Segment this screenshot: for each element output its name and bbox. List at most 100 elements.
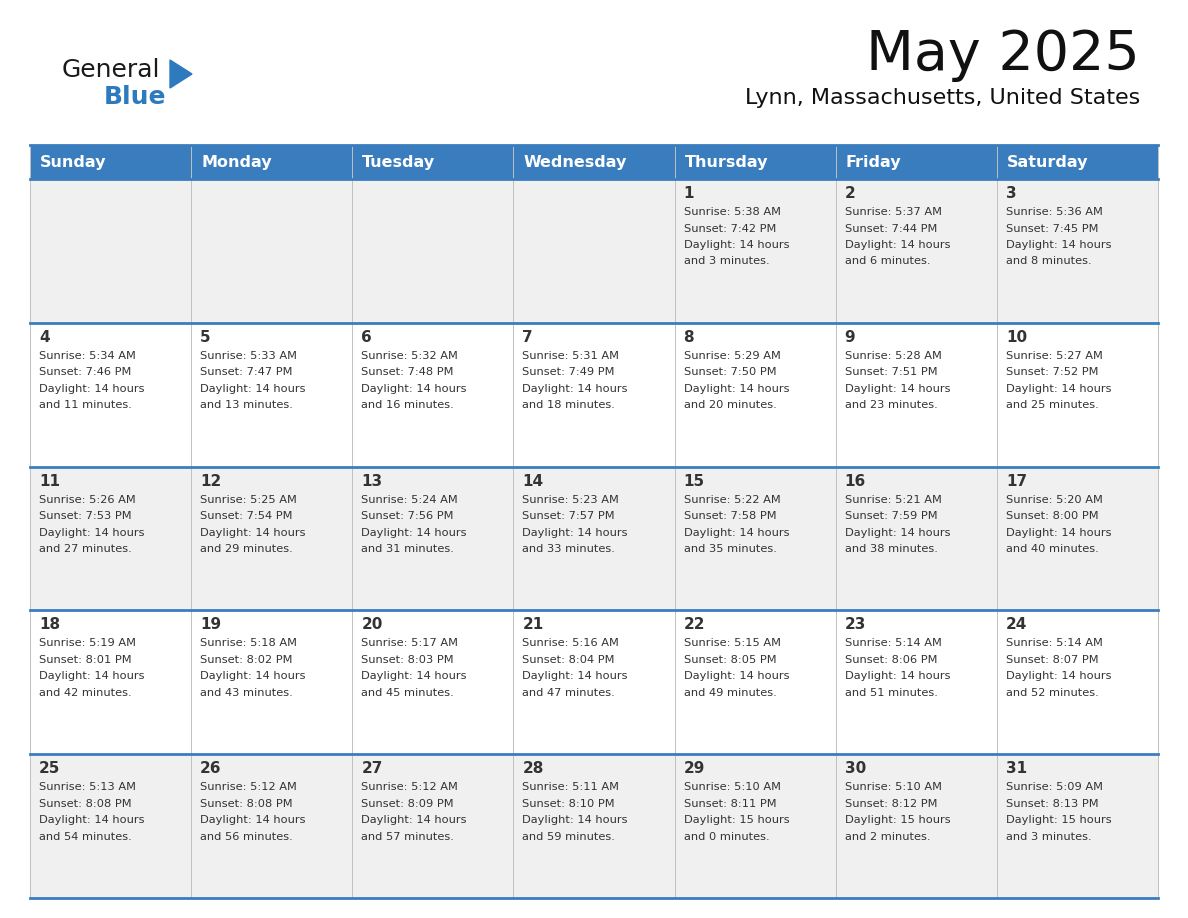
Text: Sunrise: 5:19 AM: Sunrise: 5:19 AM [39,638,135,648]
Text: and 38 minutes.: and 38 minutes. [845,544,937,554]
Text: and 35 minutes.: and 35 minutes. [683,544,777,554]
Text: 5: 5 [200,330,210,345]
Text: and 51 minutes.: and 51 minutes. [845,688,937,698]
Bar [30,610,1158,755]
Text: Sunrise: 5:10 AM: Sunrise: 5:10 AM [683,782,781,792]
Text: Daylight: 14 hours: Daylight: 14 hours [361,815,467,825]
Text: 4: 4 [39,330,50,345]
Text: Sunset: 7:54 PM: Sunset: 7:54 PM [200,511,292,521]
Text: Sunset: 7:46 PM: Sunset: 7:46 PM [39,367,132,377]
Text: Daylight: 14 hours: Daylight: 14 hours [845,528,950,538]
Text: Sunset: 7:48 PM: Sunset: 7:48 PM [361,367,454,377]
Text: Sunset: 8:13 PM: Sunset: 8:13 PM [1006,799,1099,809]
Text: Daylight: 14 hours: Daylight: 14 hours [200,671,305,681]
Text: General: General [62,58,160,82]
Text: Daylight: 14 hours: Daylight: 14 hours [683,528,789,538]
Text: 28: 28 [523,761,544,777]
Text: 23: 23 [845,618,866,633]
Text: Sunset: 7:44 PM: Sunset: 7:44 PM [845,223,937,233]
Text: Daylight: 14 hours: Daylight: 14 hours [523,384,628,394]
Text: Sunset: 7:56 PM: Sunset: 7:56 PM [361,511,454,521]
Text: 7: 7 [523,330,533,345]
Text: Sunrise: 5:09 AM: Sunrise: 5:09 AM [1006,782,1102,792]
Text: Sunset: 7:47 PM: Sunset: 7:47 PM [200,367,292,377]
Bar [30,145,1158,179]
Text: Sunrise: 5:12 AM: Sunrise: 5:12 AM [361,782,459,792]
Text: Sunrise: 5:12 AM: Sunrise: 5:12 AM [200,782,297,792]
Text: Daylight: 14 hours: Daylight: 14 hours [361,528,467,538]
Text: 22: 22 [683,618,704,633]
Text: and 47 minutes.: and 47 minutes. [523,688,615,698]
Text: Sunset: 7:50 PM: Sunset: 7:50 PM [683,367,776,377]
Text: 11: 11 [39,474,61,488]
Text: Sunset: 7:49 PM: Sunset: 7:49 PM [523,367,615,377]
Text: Sunset: 7:53 PM: Sunset: 7:53 PM [39,511,132,521]
Text: and 43 minutes.: and 43 minutes. [200,688,293,698]
Bar [30,755,1158,898]
Text: Daylight: 14 hours: Daylight: 14 hours [200,815,305,825]
Text: Sunrise: 5:17 AM: Sunrise: 5:17 AM [361,638,459,648]
Text: Sunset: 7:52 PM: Sunset: 7:52 PM [1006,367,1099,377]
Text: 21: 21 [523,618,544,633]
Text: 14: 14 [523,474,544,488]
Text: Daylight: 14 hours: Daylight: 14 hours [200,528,305,538]
Text: Sunset: 7:42 PM: Sunset: 7:42 PM [683,223,776,233]
Text: Sunrise: 5:21 AM: Sunrise: 5:21 AM [845,495,942,505]
Text: and 3 minutes.: and 3 minutes. [1006,832,1092,842]
Text: Sunset: 7:58 PM: Sunset: 7:58 PM [683,511,776,521]
Text: 16: 16 [845,474,866,488]
Text: Sunset: 8:09 PM: Sunset: 8:09 PM [361,799,454,809]
Text: 31: 31 [1006,761,1026,777]
Text: Sunrise: 5:22 AM: Sunrise: 5:22 AM [683,495,781,505]
Text: and 42 minutes.: and 42 minutes. [39,688,132,698]
Text: Daylight: 14 hours: Daylight: 14 hours [523,671,628,681]
Text: 29: 29 [683,761,704,777]
Text: and 3 minutes.: and 3 minutes. [683,256,769,266]
Text: and 59 minutes.: and 59 minutes. [523,832,615,842]
Text: Sunrise: 5:32 AM: Sunrise: 5:32 AM [361,351,459,361]
Text: and 31 minutes.: and 31 minutes. [361,544,454,554]
Text: Sunrise: 5:29 AM: Sunrise: 5:29 AM [683,351,781,361]
Text: Daylight: 14 hours: Daylight: 14 hours [1006,240,1111,250]
Text: 26: 26 [200,761,222,777]
Text: 1: 1 [683,186,694,201]
Text: Daylight: 14 hours: Daylight: 14 hours [523,528,628,538]
Text: Daylight: 14 hours: Daylight: 14 hours [200,384,305,394]
Text: 15: 15 [683,474,704,488]
Text: 19: 19 [200,618,221,633]
Text: and 45 minutes.: and 45 minutes. [361,688,454,698]
Text: Sunset: 8:01 PM: Sunset: 8:01 PM [39,655,132,665]
Text: Daylight: 14 hours: Daylight: 14 hours [683,384,789,394]
Text: Sunset: 8:04 PM: Sunset: 8:04 PM [523,655,615,665]
Text: Daylight: 14 hours: Daylight: 14 hours [39,815,145,825]
Text: 30: 30 [845,761,866,777]
Text: and 54 minutes.: and 54 minutes. [39,832,132,842]
Text: Sunset: 8:08 PM: Sunset: 8:08 PM [200,799,292,809]
Text: Sunrise: 5:37 AM: Sunrise: 5:37 AM [845,207,942,217]
Text: Sunrise: 5:14 AM: Sunrise: 5:14 AM [1006,638,1102,648]
Text: Daylight: 14 hours: Daylight: 14 hours [39,384,145,394]
Text: Sunrise: 5:14 AM: Sunrise: 5:14 AM [845,638,942,648]
Text: 6: 6 [361,330,372,345]
Text: 9: 9 [845,330,855,345]
Text: 10: 10 [1006,330,1026,345]
Text: Sunrise: 5:15 AM: Sunrise: 5:15 AM [683,638,781,648]
Text: 18: 18 [39,618,61,633]
Bar [30,323,1158,466]
Text: Daylight: 14 hours: Daylight: 14 hours [39,528,145,538]
Text: and 33 minutes.: and 33 minutes. [523,544,615,554]
Text: Daylight: 14 hours: Daylight: 14 hours [1006,528,1111,538]
Text: and 20 minutes.: and 20 minutes. [683,400,776,410]
Text: Daylight: 14 hours: Daylight: 14 hours [1006,671,1111,681]
Text: and 6 minutes.: and 6 minutes. [845,256,930,266]
Text: Daylight: 14 hours: Daylight: 14 hours [683,240,789,250]
Text: Daylight: 14 hours: Daylight: 14 hours [523,815,628,825]
Text: 25: 25 [39,761,61,777]
Text: Sunset: 7:59 PM: Sunset: 7:59 PM [845,511,937,521]
Text: and 52 minutes.: and 52 minutes. [1006,688,1099,698]
Text: Sunset: 8:03 PM: Sunset: 8:03 PM [361,655,454,665]
Text: Daylight: 14 hours: Daylight: 14 hours [845,240,950,250]
Text: Friday: Friday [846,154,902,170]
Text: Sunrise: 5:31 AM: Sunrise: 5:31 AM [523,351,619,361]
Text: Sunrise: 5:11 AM: Sunrise: 5:11 AM [523,782,619,792]
